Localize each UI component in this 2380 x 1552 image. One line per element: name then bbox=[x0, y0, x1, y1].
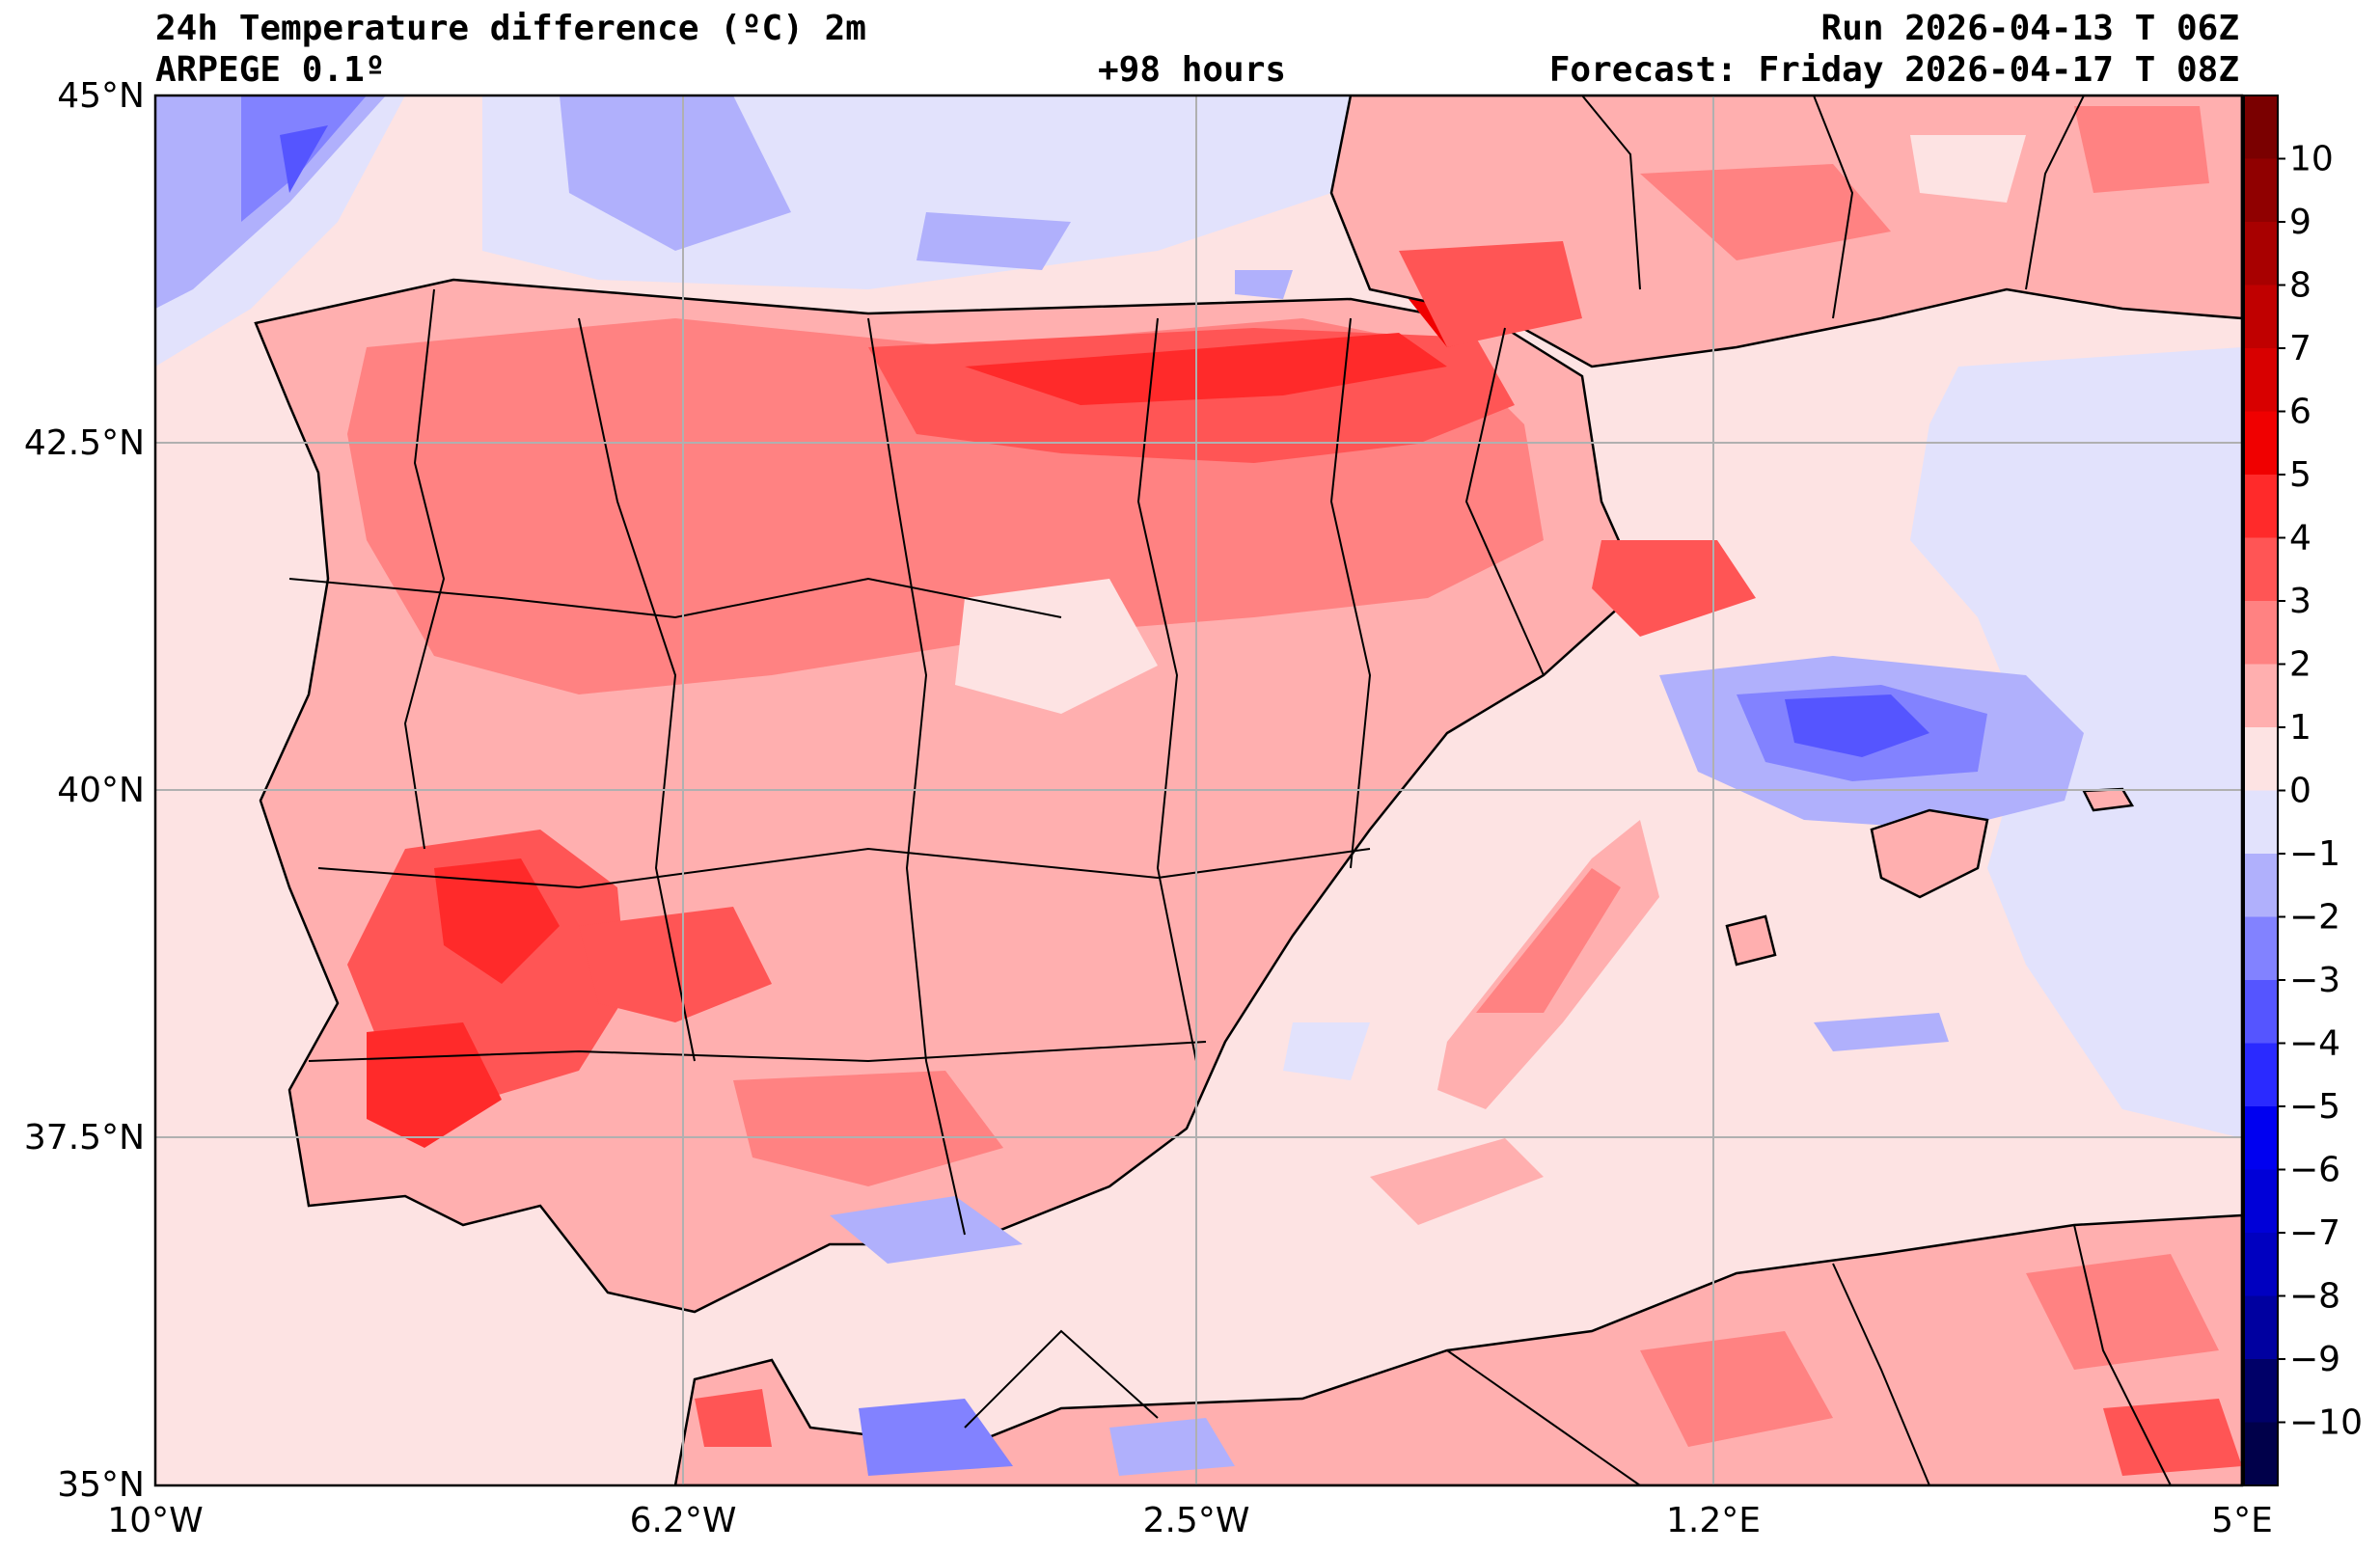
colorbar-label: 5 bbox=[2289, 455, 2312, 495]
colorbar-segment bbox=[2244, 916, 2278, 981]
colorbar-segment bbox=[2244, 854, 2278, 918]
colorbar-segment bbox=[2244, 790, 2278, 855]
colorbar-label: −10 bbox=[2289, 1403, 2363, 1443]
colorbar-label: −7 bbox=[2289, 1213, 2340, 1253]
colorbar-segment bbox=[2244, 1359, 2278, 1424]
colorbar-segment bbox=[2244, 727, 2278, 792]
colorbar-segment bbox=[2244, 1233, 2278, 1297]
map-frame bbox=[153, 94, 2244, 1487]
map-area bbox=[155, 95, 2242, 1485]
colorbar-segment bbox=[2244, 664, 2278, 728]
colorbar-label: 7 bbox=[2289, 329, 2312, 368]
lat-label-42-5: 42.5°N bbox=[24, 423, 145, 463]
colorbar-segment bbox=[2244, 1295, 2278, 1360]
colorbar-segment bbox=[2244, 411, 2278, 476]
colorbar-label: −9 bbox=[2289, 1340, 2340, 1379]
run-time: Run 2026-04-13 T 06Z bbox=[1820, 9, 2239, 48]
map-title: 24h Temperature difference (ºC) 2m bbox=[155, 9, 866, 48]
colorbar-label: 3 bbox=[2289, 582, 2312, 621]
colorbar-label: −6 bbox=[2289, 1151, 2340, 1190]
colorbar-label: −8 bbox=[2289, 1277, 2340, 1317]
lon-label-5e: 5°E bbox=[2211, 1501, 2273, 1540]
colorbar-segment bbox=[2244, 1043, 2278, 1107]
north-africa-anomaly bbox=[673, 1213, 2242, 1485]
colorbar-segment bbox=[2244, 475, 2278, 539]
colorbar-segment bbox=[2244, 158, 2278, 223]
colorbar-label: −5 bbox=[2289, 1087, 2340, 1127]
forecast-time: Forecast: Friday 2026-04-17 T 08Z bbox=[1548, 50, 2239, 90]
colorbar-label: 1 bbox=[2289, 708, 2312, 748]
lon-label-6-2w: 6.2°W bbox=[630, 1501, 737, 1540]
iberian-peninsula-anomaly bbox=[254, 278, 1756, 1314]
colorbar-label: −4 bbox=[2289, 1024, 2340, 1064]
colorbar-label: 6 bbox=[2289, 393, 2312, 432]
admin-borders bbox=[288, 95, 2172, 1485]
colorbar-label: 9 bbox=[2289, 203, 2312, 242]
colorbar-segment bbox=[2244, 537, 2278, 602]
colorbar-label: 2 bbox=[2289, 645, 2312, 685]
graticule bbox=[155, 95, 2242, 1485]
colorbar-label: 10 bbox=[2289, 140, 2334, 179]
colorbar-segment bbox=[2244, 980, 2278, 1045]
colorbar-label: 8 bbox=[2289, 266, 2312, 306]
colorbar-label: 0 bbox=[2289, 772, 2312, 811]
lat-label-45: 45°N bbox=[57, 76, 145, 116]
lon-label-1-2e: 1.2°E bbox=[1666, 1501, 1761, 1540]
cold-anomaly-biscay bbox=[155, 95, 1351, 367]
colorbar-segment bbox=[2244, 222, 2278, 286]
model-name: ARPEGE 0.1º bbox=[155, 50, 386, 90]
colorbar-label: −3 bbox=[2289, 961, 2340, 1000]
lat-label-35: 35°N bbox=[57, 1465, 145, 1505]
colorbar-segment bbox=[2244, 95, 2278, 160]
lon-label-10w: 10°W bbox=[107, 1501, 203, 1540]
colorbar-label: −2 bbox=[2289, 898, 2340, 938]
colorbar-segment bbox=[2244, 601, 2278, 666]
lat-label-40: 40°N bbox=[57, 771, 145, 810]
colorbar-segment bbox=[2244, 348, 2278, 413]
lon-label-2-5w: 2.5°W bbox=[1143, 1501, 1250, 1540]
colorbar-segment bbox=[2244, 1169, 2278, 1234]
colorbar-label: 4 bbox=[2289, 519, 2312, 558]
colorbar-label: −1 bbox=[2289, 834, 2340, 874]
lat-label-37-5: 37.5°N bbox=[24, 1118, 145, 1157]
balearic-islands bbox=[1725, 787, 2135, 967]
colorbar-segment bbox=[2244, 1422, 2278, 1486]
warm-plume-sea bbox=[1370, 820, 1659, 1225]
colorbar-segment bbox=[2244, 1106, 2278, 1171]
lead-time: +98 hours bbox=[1098, 50, 1287, 90]
cold-anomaly-mediterranean bbox=[1659, 347, 2242, 1138]
colorbar-segment bbox=[2244, 285, 2278, 349]
southern-france-anomaly bbox=[1329, 95, 2242, 368]
